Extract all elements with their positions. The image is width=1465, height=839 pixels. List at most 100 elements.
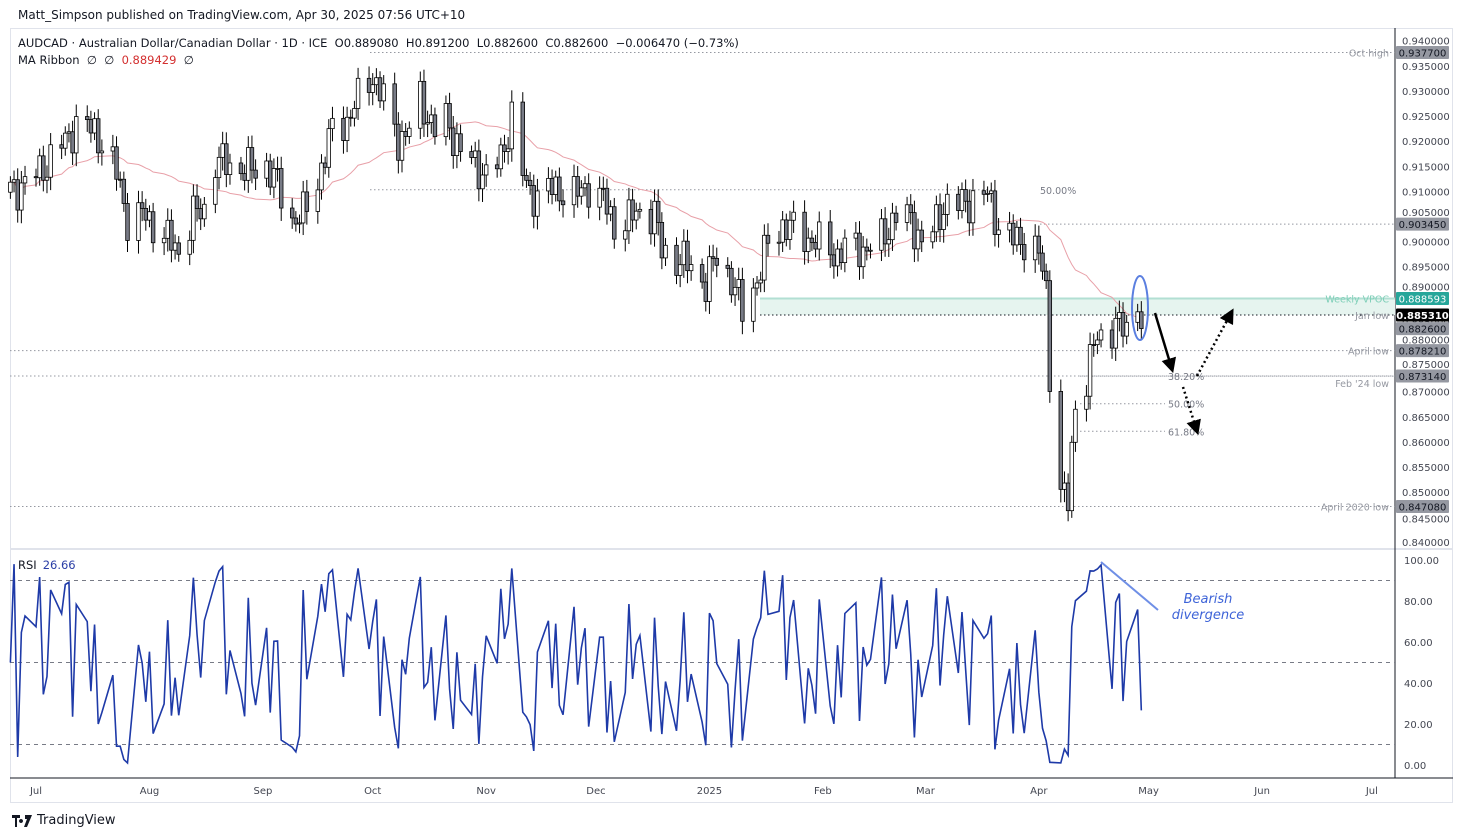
ma-param: ∅ (86, 53, 97, 67)
price-tick-label: 0.920000 (1402, 137, 1450, 148)
candle-body (377, 77, 383, 102)
candle-body (480, 174, 485, 190)
candle-body (1073, 408, 1078, 443)
candle (1073, 400, 1078, 452)
down-arrow (1153, 312, 1177, 374)
tradingview-footer[interactable]: TradingView (12, 813, 116, 828)
candle-body (85, 116, 90, 120)
candle (161, 227, 167, 256)
ma-ribbon-label[interactable]: MA Ribbon (18, 53, 80, 67)
candle (582, 176, 588, 197)
candle (839, 242, 844, 270)
candle (377, 71, 383, 108)
candle (809, 230, 815, 251)
candle (418, 71, 423, 140)
candle-body (22, 176, 28, 184)
candle (220, 131, 225, 171)
candle-body (136, 202, 141, 241)
candle (736, 267, 741, 301)
level-label: Weekly VPOC (1325, 295, 1389, 306)
candle (66, 123, 72, 143)
candle-body (458, 133, 463, 152)
candle-body (714, 257, 719, 266)
candle (187, 230, 192, 266)
candle (114, 136, 119, 191)
candle (893, 205, 899, 231)
candle-body (293, 217, 299, 225)
candle (527, 171, 533, 195)
candle (729, 261, 734, 303)
candle (341, 106, 346, 154)
candle-body (996, 229, 1001, 235)
candle (549, 169, 555, 205)
candle-body (879, 218, 884, 251)
symbol-title[interactable]: AUDCAD · Australian Dollar/Canadian Doll… (18, 36, 328, 50)
price-tag-label: 0.882600 (1399, 325, 1447, 336)
candle-body (147, 211, 152, 221)
candle (502, 134, 507, 163)
candle (242, 164, 247, 191)
rsi-tick-label: 20.00 (1404, 720, 1433, 731)
candle (520, 92, 525, 187)
candle (996, 217, 1001, 248)
candle-body (520, 101, 525, 176)
candle-body (652, 200, 657, 235)
candle-body (1109, 329, 1115, 349)
tradingview-logo-icon (12, 814, 32, 827)
candle-body (527, 179, 533, 186)
candle-body (1135, 311, 1140, 323)
candle (919, 220, 924, 253)
candle (904, 196, 910, 232)
candle (494, 156, 500, 178)
candle (147, 205, 152, 228)
candle-body (114, 146, 119, 180)
candle-body (19, 182, 24, 211)
candle (985, 186, 990, 202)
candle (1040, 245, 1045, 280)
candle-body (63, 132, 68, 149)
candle (1095, 331, 1100, 355)
candle (754, 276, 760, 296)
candle-body (304, 191, 310, 212)
candle-body (1040, 252, 1045, 272)
rsi-label[interactable]: RSI (18, 558, 37, 572)
candle (289, 198, 295, 229)
candle-body (839, 248, 844, 264)
candle-body (59, 144, 64, 149)
candle-body (688, 264, 694, 272)
candle-body (297, 222, 302, 225)
candle-body (15, 179, 20, 211)
candle-body (509, 101, 514, 150)
candle (557, 167, 562, 212)
candle (253, 159, 258, 191)
candle (403, 123, 408, 146)
candle (842, 229, 848, 273)
candle-body (586, 183, 591, 208)
candle-body (165, 219, 170, 239)
candle (714, 247, 719, 278)
candle (853, 221, 859, 251)
candle-body (92, 118, 97, 134)
candle (707, 245, 712, 314)
candle (396, 112, 401, 174)
price-tag-label: 0.847080 (1399, 503, 1447, 514)
candle-body (787, 219, 793, 240)
candle (828, 210, 833, 268)
note-line: divergence (1171, 608, 1245, 623)
candle-body (597, 187, 602, 208)
candle-body (634, 210, 639, 221)
vpoc-zone (760, 298, 1395, 315)
candle-body (169, 219, 174, 251)
candle-body (626, 199, 632, 232)
candle (1139, 301, 1144, 341)
price-tick-label: 0.840000 (1402, 538, 1450, 549)
candle-body (868, 249, 873, 252)
candle (498, 137, 504, 177)
candle (732, 277, 738, 306)
candle-body (176, 242, 181, 255)
candle (648, 199, 654, 245)
candle-body (505, 148, 511, 152)
candle (981, 180, 987, 206)
candle (315, 178, 321, 224)
